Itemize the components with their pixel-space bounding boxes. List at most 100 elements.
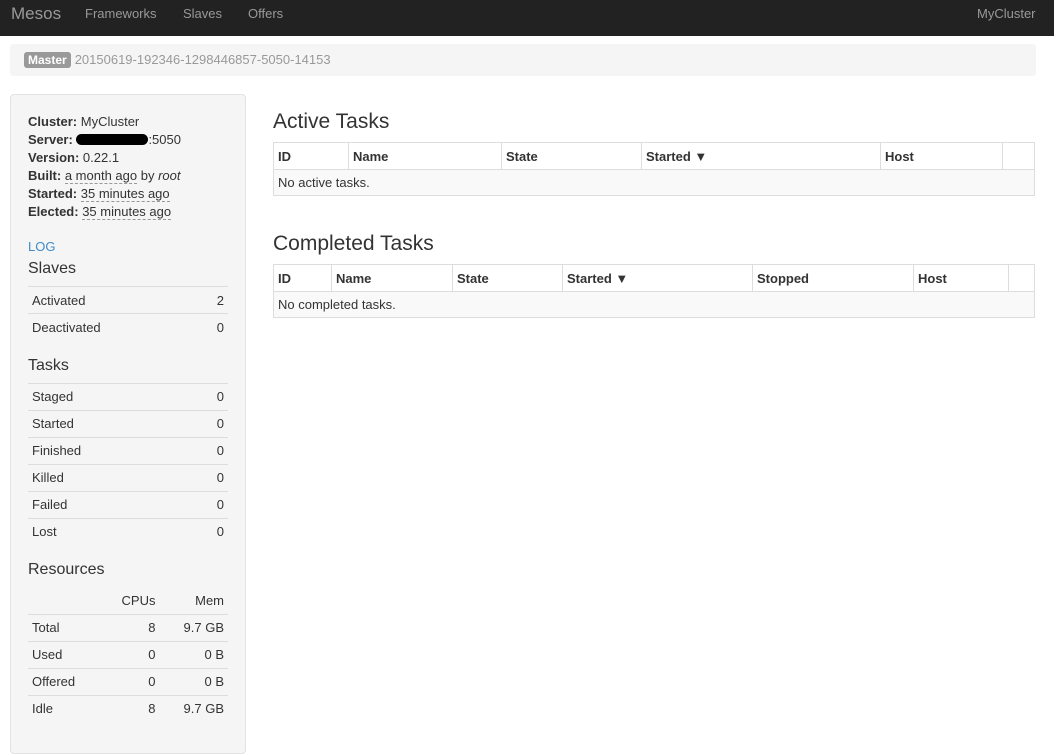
col-host[interactable]: Host xyxy=(913,264,1009,292)
table-row: Used 0 0 B xyxy=(28,640,228,668)
resources-heading: Resources xyxy=(28,561,105,578)
nav-slaves[interactable]: Slaves xyxy=(183,6,223,21)
cpus-header: CPUs xyxy=(121,592,156,608)
main-content: Active Tasks ID Name State Started ▼ Hos… xyxy=(273,110,1035,354)
col-name[interactable]: Name xyxy=(348,142,502,170)
nav-cluster-name: MyCluster xyxy=(977,6,1036,21)
cpus-value: 0 xyxy=(100,640,160,668)
col-blank xyxy=(1008,264,1035,292)
row-label: Lost xyxy=(28,517,186,545)
table-row: No completed tasks. xyxy=(273,291,1035,318)
mem-header: Mem xyxy=(195,592,224,608)
row-label: Finished xyxy=(28,436,186,464)
col-id[interactable]: ID xyxy=(273,142,349,170)
built-user: root xyxy=(158,168,181,183)
built-label: Built: xyxy=(28,168,62,183)
built-by: by xyxy=(137,168,159,183)
row-value: 0 xyxy=(185,382,228,410)
log-link[interactable]: LOG xyxy=(28,239,56,254)
mem-value: 9.7 GB xyxy=(159,694,228,722)
sidebar: Cluster: MyCluster Server: :5050 Version… xyxy=(10,94,246,754)
started-label: Started: xyxy=(28,186,78,201)
row-label: Killed xyxy=(28,463,186,491)
active-tasks-heading: Active Tasks xyxy=(273,110,390,133)
col-state[interactable]: State xyxy=(452,264,563,292)
master-info: Cluster: MyCluster Server: :5050 Version… xyxy=(28,113,228,221)
row-label: Deactivated xyxy=(28,313,195,341)
row-value: 2 xyxy=(194,286,228,314)
cluster-value: MyCluster xyxy=(80,114,140,129)
cpus-value: 8 xyxy=(100,613,160,641)
mem-value: 0 B xyxy=(159,667,228,695)
table-row: No active tasks. xyxy=(273,169,1035,196)
nav-frameworks[interactable]: Frameworks xyxy=(85,6,157,21)
started-value: 35 minutes ago xyxy=(80,186,170,202)
col-stopped[interactable]: Stopped xyxy=(752,264,914,292)
cpus-value: 0 xyxy=(100,667,160,695)
table-row: Killed 0 xyxy=(28,463,228,491)
table-row: Total 8 9.7 GB xyxy=(28,613,228,641)
col-started[interactable]: Started ▼ xyxy=(641,142,881,170)
row-label: Offered xyxy=(28,667,101,695)
mem-value: 9.7 GB xyxy=(159,613,228,641)
table-row: Lost 0 xyxy=(28,517,228,545)
completed-tasks-table: ID Name State Started ▼ Stopped Host No … xyxy=(273,264,1035,318)
row-label: Used xyxy=(28,640,101,668)
cpus-value: 8 xyxy=(100,694,160,722)
col-started[interactable]: Started ▼ xyxy=(562,264,753,292)
cluster-label: Cluster: xyxy=(28,114,78,129)
tasks-heading: Tasks xyxy=(28,356,69,374)
col-id[interactable]: ID xyxy=(273,264,332,292)
server-label: Server: xyxy=(28,132,73,147)
table-row: Finished 0 xyxy=(28,436,228,464)
table-row: Activated 2 xyxy=(28,286,228,314)
row-label: Idle xyxy=(28,694,101,722)
table-row: Staged 0 xyxy=(28,382,228,410)
empty-message: No completed tasks. xyxy=(273,291,1035,318)
col-name[interactable]: Name xyxy=(331,264,453,292)
col-blank xyxy=(1002,142,1035,170)
row-label: Started xyxy=(28,409,186,437)
redacted-server xyxy=(76,134,149,145)
row-label: Total xyxy=(28,613,101,641)
completed-tasks-heading: Completed Tasks xyxy=(273,232,434,255)
slaves-table: Activated 2 Deactivated 0 xyxy=(28,286,228,341)
table-row: Idle 8 9.7 GB xyxy=(28,694,228,722)
table-row: Started 0 xyxy=(28,409,228,437)
master-badge: Master xyxy=(24,52,71,68)
nav-offers[interactable]: Offers xyxy=(248,6,284,21)
resources-table: CPUs Mem Total 8 9.7 GB Used 0 0 B Offered 0 0 … xyxy=(28,587,228,722)
col-host[interactable]: Host xyxy=(880,142,1003,170)
row-value: 0 xyxy=(185,409,228,437)
row-value: 0 xyxy=(185,517,228,545)
server-port: :5050 xyxy=(148,132,181,147)
table-header: ID Name State Started ▼ Host xyxy=(273,142,1035,170)
table-header: ID Name State Started ▼ Stopped Host xyxy=(273,264,1035,292)
active-tasks-table: ID Name State Started ▼ Host No active t… xyxy=(273,142,1035,196)
row-value: 0 xyxy=(185,490,228,518)
master-id: 20150619-192346-1298446857-5050-14153 xyxy=(74,52,331,67)
row-value: 0 xyxy=(185,463,228,491)
row-value: 0 xyxy=(194,313,228,341)
row-label: Activated xyxy=(28,286,195,314)
navbar: Mesos Frameworks Slaves Offers MyCluster xyxy=(0,0,1054,36)
row-label: Failed xyxy=(28,490,186,518)
row-label: Staged xyxy=(28,382,186,410)
table-row: Offered 0 0 B xyxy=(28,667,228,695)
empty-message: No active tasks. xyxy=(273,169,1035,196)
table-row: Failed 0 xyxy=(28,490,228,518)
tasks-table: Staged 0 Started 0 Finished 0 Killed 0 Faile… xyxy=(28,382,228,545)
row-value: 0 xyxy=(185,436,228,464)
brand-link[interactable]: Mesos xyxy=(11,4,62,23)
mem-value: 0 B xyxy=(159,640,228,668)
elected-value: 35 minutes ago xyxy=(82,204,172,220)
col-state[interactable]: State xyxy=(501,142,642,170)
built-value: a month ago xyxy=(64,168,138,184)
elected-label: Elected: xyxy=(28,204,79,219)
version-value: 0.22.1 xyxy=(82,150,120,165)
table-row: Deactivated 0 xyxy=(28,313,228,341)
table-header: CPUs Mem xyxy=(28,587,228,614)
slaves-heading: Slaves xyxy=(28,260,77,277)
breadcrumb: Master 20150619-192346-1298446857-5050-14… xyxy=(10,44,1036,76)
version-label: Version: xyxy=(28,150,80,165)
